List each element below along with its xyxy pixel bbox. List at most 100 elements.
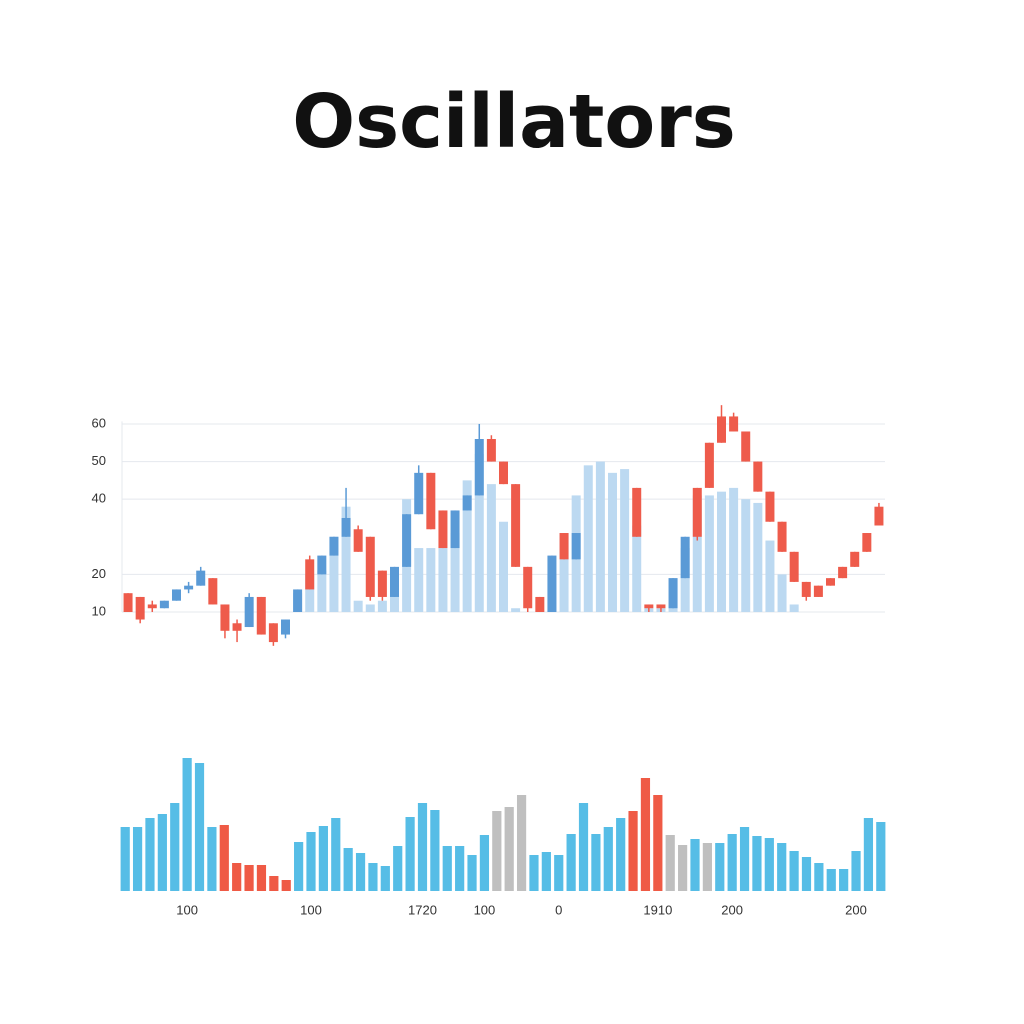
candle-body [426,472,436,530]
bar [876,822,886,891]
bar [486,484,496,612]
bar [678,845,688,891]
candle-body [523,566,533,609]
candle-body [826,578,835,586]
chart-title: Oscillators [292,79,736,165]
candle-body [801,581,811,597]
candle-body [341,517,351,537]
bar [331,818,341,891]
bar [814,863,824,891]
bar [680,548,690,612]
candle-body [813,585,823,597]
x-tick-label: 100 [474,902,496,917]
candle-body [535,596,545,612]
candle-body [293,589,303,612]
bar [752,836,762,891]
bar [462,480,472,612]
bar [566,834,576,891]
bar [789,851,799,891]
candle-body [692,487,702,537]
bar [777,843,787,891]
bar [665,835,675,891]
bar [207,827,217,891]
bar [603,827,613,891]
candle-body [753,461,763,492]
candle-body [874,506,884,526]
candle-body [281,619,290,635]
candle-body [547,555,557,612]
bar [377,600,387,612]
candle-body [135,596,145,620]
bar [182,758,192,891]
bar [132,827,143,891]
bar [492,811,502,891]
bar [393,846,403,891]
candle-body [208,578,218,605]
candle-body [232,623,242,631]
candle-body [850,551,860,567]
bar [826,869,836,891]
x-tick-label: 0 [555,902,562,917]
bar [616,818,626,891]
bar [269,876,279,891]
x-tick-label: 1720 [408,902,437,917]
candle-body [474,439,484,496]
candle-body [305,559,315,590]
candle-body [729,416,739,432]
bar [368,863,378,891]
x-tick-label: 100 [300,902,322,917]
y-tick-label: 20 [92,566,106,581]
candle-body [862,533,872,552]
bar [467,855,477,891]
bar [157,814,167,891]
bar [294,842,304,891]
x-tick-label: 100 [176,902,198,917]
bar [317,570,327,612]
candle-body [838,566,848,579]
bar [329,536,339,612]
x-tick-label: 200 [721,902,743,917]
bar [727,834,737,891]
bar [595,461,605,612]
candle-body [353,529,363,552]
bar [281,880,291,891]
candle-body [390,566,399,597]
bar [640,778,651,891]
candle-body [123,593,133,612]
bar [511,608,521,612]
bar [741,499,751,612]
bar [583,465,593,612]
bar [455,846,465,891]
bar [529,855,539,891]
candle-body [499,461,508,485]
bar [499,521,508,612]
bar [578,803,589,891]
bar [554,855,564,891]
bar [632,525,642,612]
bar [863,818,874,891]
bar [256,865,267,891]
bar [405,817,415,891]
candle-body [680,536,690,579]
bar [559,533,569,612]
bar [690,839,700,891]
y-tick-label: 50 [92,453,106,468]
bar [608,472,617,612]
candle-body [644,604,654,609]
candle-body [402,514,412,567]
bar [145,818,155,891]
bar [430,810,440,891]
bar [417,803,428,891]
bar [628,811,638,891]
candle-body [159,600,169,609]
candle-body [717,416,726,443]
bar [120,827,130,891]
bar [365,604,375,612]
bar [801,857,812,891]
candle-body [777,521,787,552]
bar [438,548,448,612]
bar [729,487,739,612]
candle-body [317,555,327,575]
bar [442,846,452,891]
